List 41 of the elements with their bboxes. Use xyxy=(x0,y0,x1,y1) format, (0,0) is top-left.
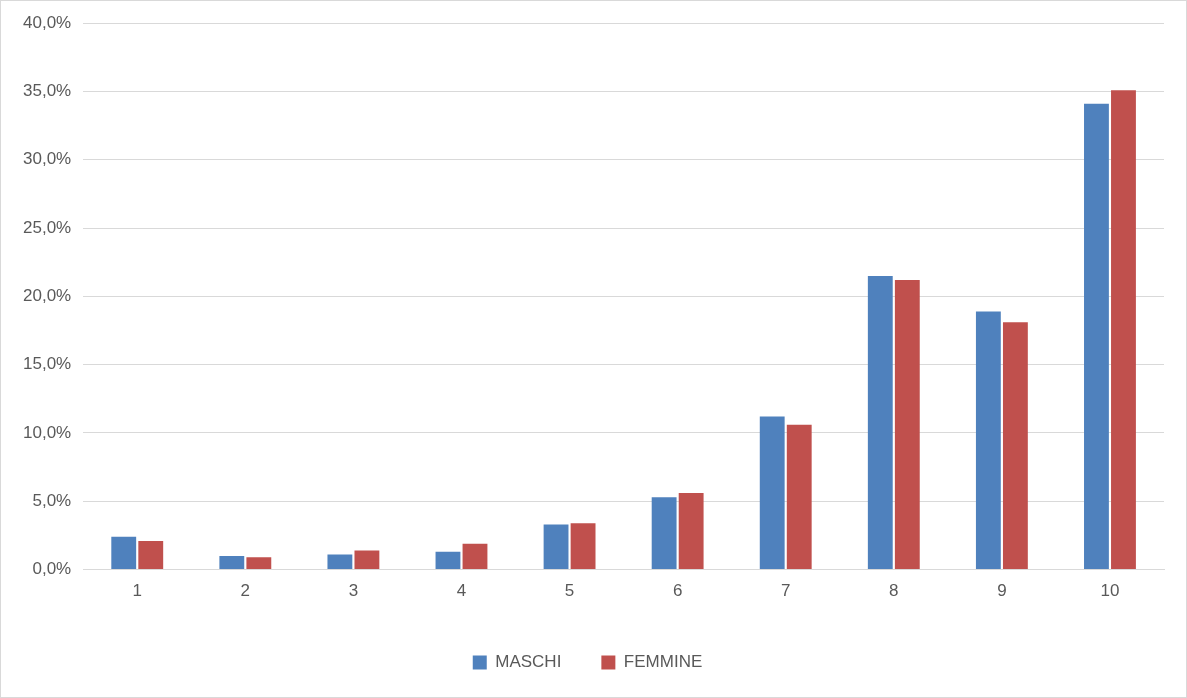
x-tick-label: 3 xyxy=(348,581,359,601)
bar xyxy=(678,493,704,570)
bar xyxy=(786,424,812,570)
y-tick-label: 30,0% xyxy=(23,149,72,169)
bar xyxy=(1111,90,1136,570)
x-tick-label: 1 xyxy=(132,581,142,601)
y-tick-label: 5,0% xyxy=(32,490,72,510)
bar xyxy=(867,275,893,570)
x-tick-label: 6 xyxy=(672,581,683,601)
bar xyxy=(1084,103,1109,570)
x-tick-label: 4 xyxy=(456,581,467,601)
bar xyxy=(246,557,272,570)
y-tick-label: 15,0% xyxy=(23,354,72,374)
bar xyxy=(975,311,1001,570)
x-tick-label: 2 xyxy=(240,581,251,601)
bar xyxy=(219,555,245,570)
bar xyxy=(1002,322,1028,570)
bar xyxy=(894,280,920,570)
y-tick-label: 20,0% xyxy=(23,286,72,306)
bar xyxy=(327,554,353,570)
bar xyxy=(543,524,569,570)
y-tick-label: 0,0% xyxy=(32,559,72,579)
x-tick-label: 7 xyxy=(780,581,791,601)
bar xyxy=(138,540,164,570)
y-tick-label: 40,0% xyxy=(23,12,72,32)
bar xyxy=(651,497,677,570)
bar xyxy=(354,550,380,570)
legend-label: MASCHI xyxy=(495,652,562,672)
bar xyxy=(462,543,488,570)
y-tick-label: 25,0% xyxy=(23,217,72,237)
y-tick-label: 10,0% xyxy=(23,422,72,442)
x-tick-label: 5 xyxy=(564,581,575,601)
legend-label: FEMMINE xyxy=(623,652,703,672)
x-tick-label: 8 xyxy=(889,581,899,601)
bar xyxy=(759,416,785,570)
y-tick-label: 35,0% xyxy=(23,81,72,101)
x-tick-label: 9 xyxy=(997,581,1007,601)
x-tick-label: 10 xyxy=(1100,581,1120,601)
bar xyxy=(570,523,596,570)
bar xyxy=(111,536,137,570)
bar xyxy=(435,551,461,570)
